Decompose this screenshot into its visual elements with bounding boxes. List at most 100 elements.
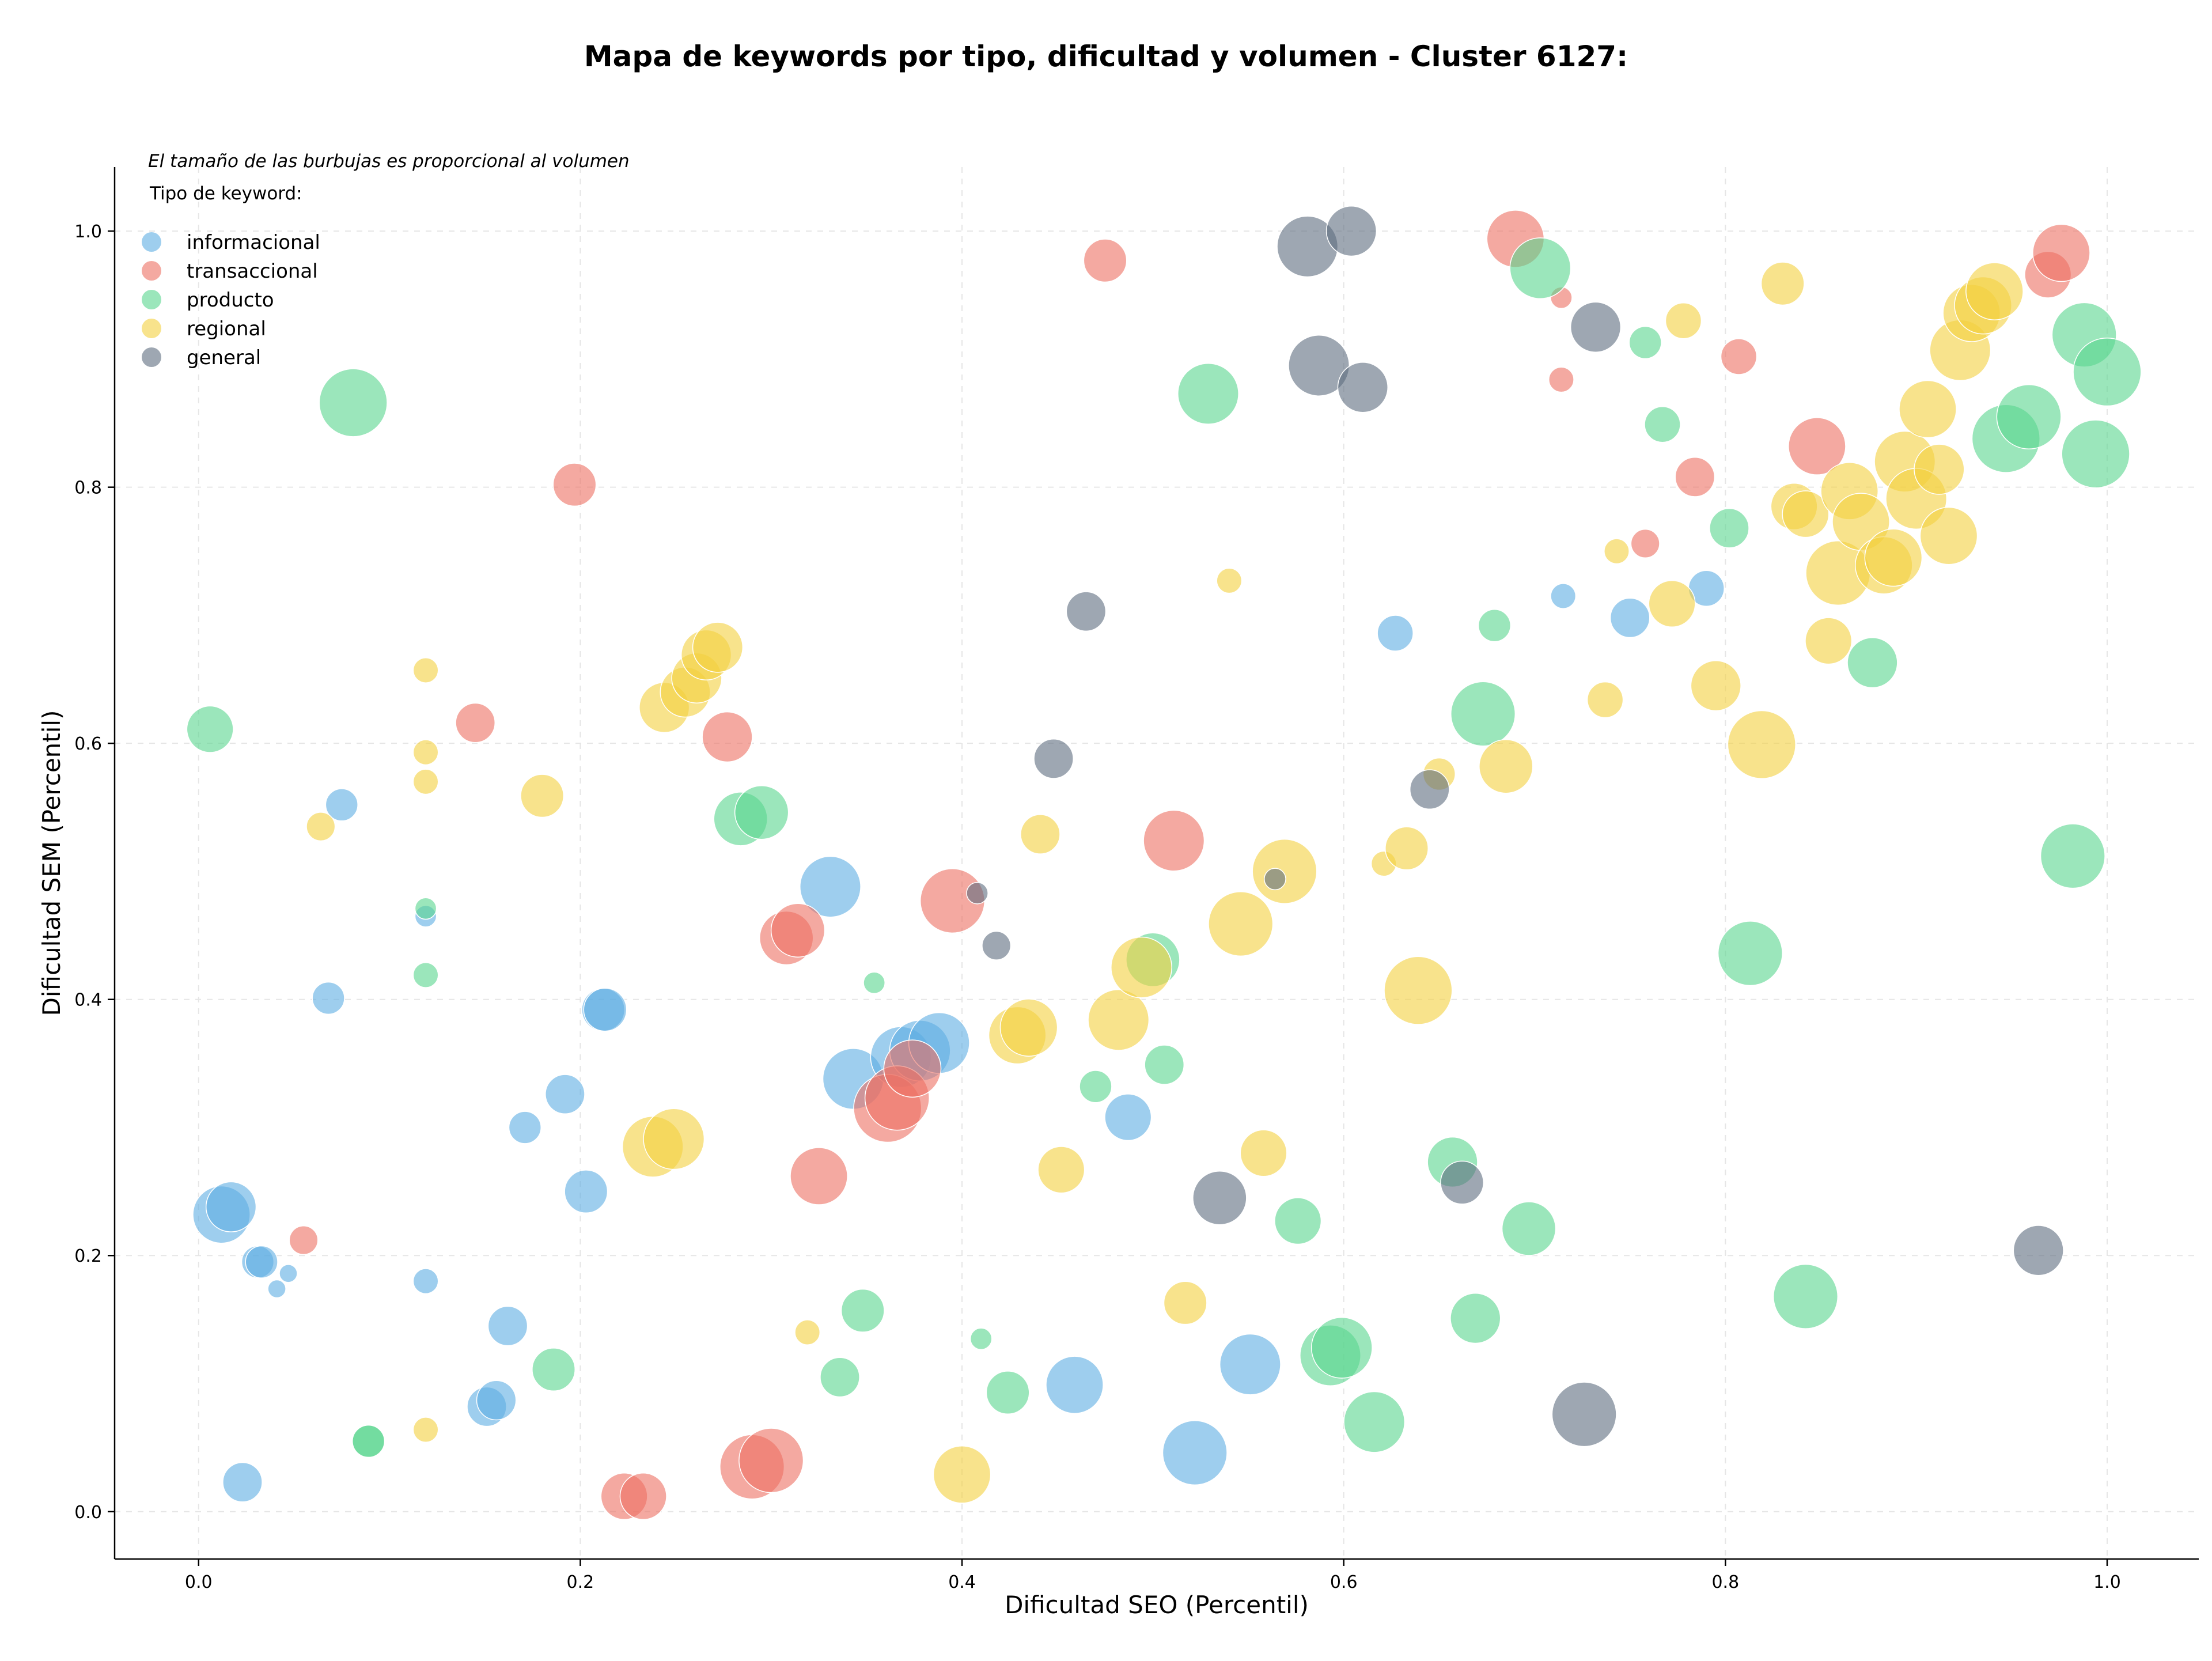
bubble-regional	[306, 812, 336, 842]
bubble-informacional	[1377, 615, 1414, 652]
bubble-general	[1570, 301, 1622, 353]
bubble-regional	[1648, 580, 1696, 627]
bubble-regional	[1208, 891, 1274, 957]
legend-marker-informacional	[142, 232, 161, 252]
bubble-informacional	[508, 1111, 541, 1144]
bubble-transaccional	[619, 1473, 667, 1520]
x-tick-label: 0.6	[1330, 1572, 1358, 1592]
bubble-transaccional	[790, 1147, 848, 1205]
bubble-producto	[1847, 637, 1898, 688]
bubble-producto	[2040, 823, 2105, 889]
bubble-producto	[319, 368, 388, 437]
bubble-informacional	[312, 981, 345, 1015]
bubble-transaccional	[1788, 417, 1846, 475]
bubble-regional	[1604, 538, 1630, 565]
legend-label-informacional: informacional	[187, 231, 320, 254]
x-tick-label: 0.4	[948, 1572, 976, 1592]
legend-marker-general	[142, 347, 161, 367]
bubble-producto	[1628, 326, 1662, 360]
bubble-producto	[352, 1424, 385, 1458]
bubble-general	[1440, 1160, 1484, 1205]
bubble-informacional	[205, 1181, 257, 1232]
bubble-general	[2013, 1225, 2064, 1276]
bubble-producto	[1144, 1045, 1185, 1085]
legend-label-transaccional: transaccional	[187, 260, 318, 283]
y-axis-label: Dificultad SEM (Percentil)	[37, 710, 66, 1016]
legend-title: Tipo de keyword:	[149, 183, 302, 204]
bubble-informacional	[1550, 583, 1577, 610]
bubble-regional	[1727, 710, 1796, 780]
legend-marker-regional	[142, 319, 161, 338]
bubble-regional	[1586, 681, 1624, 718]
bubble-regional	[520, 774, 565, 818]
legend-label-producto: producto	[187, 289, 274, 312]
bubble-general	[1409, 769, 1450, 810]
y-tick-label: 0.4	[74, 990, 102, 1011]
bubble-regional	[1965, 262, 2024, 320]
x-tick-label: 1.0	[2093, 1572, 2121, 1592]
y-tick-label: 0.6	[74, 734, 102, 754]
bubble-informacional	[267, 1279, 286, 1299]
x-tick-label: 0.8	[1711, 1572, 1739, 1592]
bubble-regional	[933, 1445, 991, 1504]
bubble-regional	[412, 1417, 439, 1443]
bubble-regional	[1088, 989, 1150, 1051]
bubble-regional	[1020, 814, 1060, 854]
bubble-general	[1264, 868, 1286, 891]
bubble-informacional	[476, 1380, 517, 1421]
bubble-general	[1325, 205, 1377, 257]
bubble-producto	[1274, 1197, 1322, 1245]
bubble-transaccional	[289, 1225, 319, 1255]
bubble-transaccional	[1675, 457, 1715, 497]
bubble-transaccional	[702, 711, 753, 763]
bubble-general	[1337, 362, 1388, 413]
bubble-transaccional	[1720, 338, 1758, 375]
bubble-producto	[1079, 1070, 1112, 1103]
bubble-regional	[999, 998, 1058, 1057]
y-tick-label: 0.8	[74, 478, 102, 498]
bubble-transaccional	[738, 1428, 804, 1493]
bubble-producto	[414, 897, 437, 920]
bubble-regional	[412, 739, 439, 766]
bubble-informacional	[412, 1268, 439, 1295]
bubble-transaccional	[1548, 366, 1574, 393]
bubble-producto	[1509, 237, 1571, 300]
bubble-informacional	[245, 1245, 278, 1278]
y-tick-label: 1.0	[74, 222, 102, 242]
bubble-regional	[1216, 567, 1243, 594]
bubble-general	[1192, 1170, 1247, 1225]
bubble-producto	[2073, 337, 2142, 407]
bubble-producto	[1450, 1292, 1501, 1344]
bubble-regional	[1479, 739, 1533, 794]
bubble-producto	[1772, 1263, 1839, 1329]
axes	[113, 167, 2199, 1560]
bubble-informacional	[545, 1074, 585, 1115]
bubble-producto	[986, 1371, 1030, 1415]
bubble-general	[1551, 1382, 1617, 1447]
legend: informacional transaccional producto region…	[142, 231, 320, 369]
bubble-transaccional	[1143, 809, 1205, 872]
bubble-regional	[1782, 490, 1830, 538]
bubble-transaccional	[770, 903, 825, 958]
bubble-informacional	[1219, 1333, 1281, 1395]
bubble-regional	[1384, 956, 1453, 1025]
bubble-size-note: El tamaño de las burbujas es proporciona…	[148, 151, 630, 172]
bubble-producto	[1343, 1391, 1406, 1453]
bubble-producto	[532, 1348, 575, 1392]
bubble-producto	[1644, 406, 1681, 443]
bubble-producto	[1996, 384, 2062, 449]
bubble-general	[1288, 335, 1350, 396]
bubble-producto	[734, 785, 789, 840]
bubble-producto	[969, 1327, 993, 1350]
bubble-regional	[1805, 617, 1853, 665]
bubble-transaccional	[1630, 528, 1660, 559]
bubble-regional	[412, 657, 439, 683]
bubble-regional	[1864, 528, 1923, 587]
bubble-informacional	[325, 788, 358, 822]
bubble-regional	[794, 1319, 821, 1346]
legend-label-regional: regional	[187, 317, 266, 340]
bubble-producto	[1709, 508, 1749, 548]
bubble-producto	[863, 971, 885, 994]
bubble-regional	[1037, 1146, 1085, 1194]
x-axis-label: Dificultad SEO (Percentil)	[1005, 1591, 1309, 1619]
